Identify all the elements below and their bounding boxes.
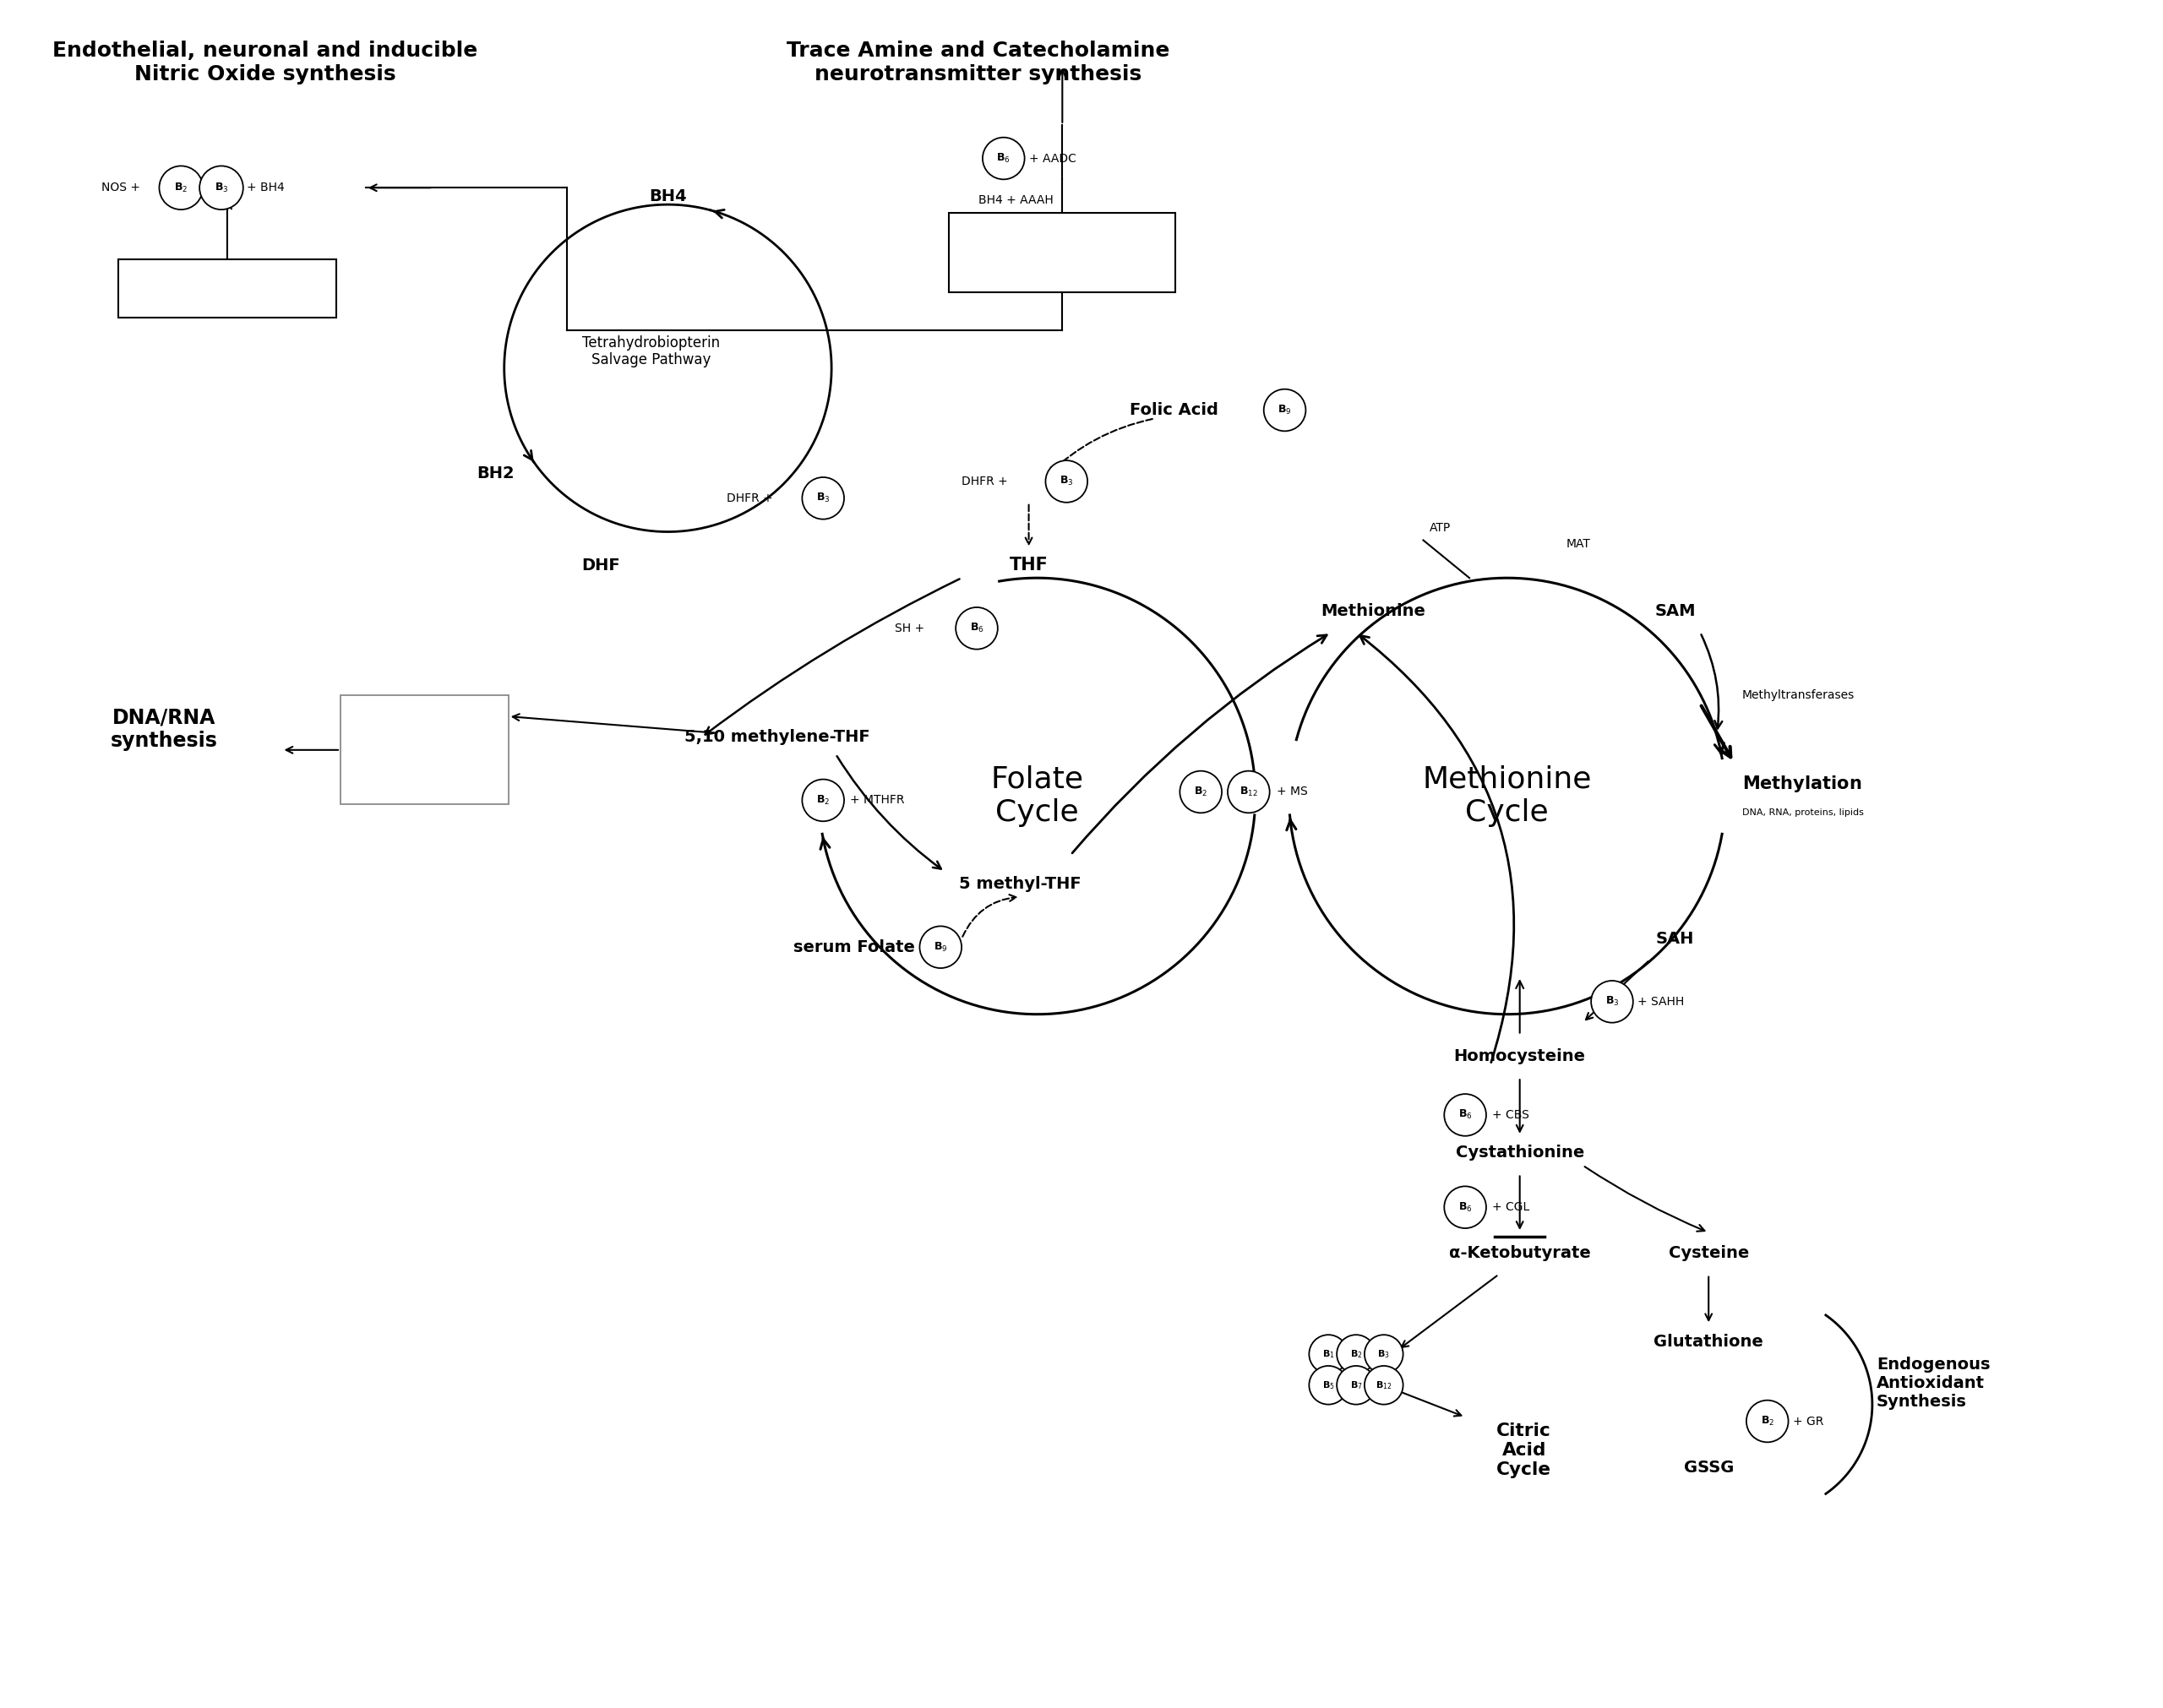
Text: NOS +: NOS + — [102, 181, 141, 193]
Circle shape — [802, 779, 844, 822]
Text: B$_6$: B$_6$ — [969, 622, 984, 635]
Circle shape — [1263, 389, 1306, 430]
Text: Homocysteine: Homocysteine — [1454, 1049, 1585, 1064]
Text: B$_2$: B$_2$ — [1350, 1348, 1363, 1360]
Circle shape — [802, 477, 844, 519]
Text: B$_7$: B$_7$ — [1350, 1380, 1363, 1390]
Text: tryptophan + L-DOPA: tryptophan + L-DOPA — [1012, 275, 1112, 282]
Circle shape — [1746, 1401, 1789, 1442]
Text: Methionine: Methionine — [1322, 603, 1425, 620]
Circle shape — [919, 926, 963, 968]
Text: + SAHH: + SAHH — [1637, 996, 1685, 1008]
Text: B$_5$: B$_5$ — [1322, 1380, 1335, 1390]
Text: MAT: MAT — [1566, 538, 1590, 550]
Text: Tetrahydrobiopterin
Salvage Pathway: Tetrahydrobiopterin Salvage Pathway — [582, 335, 720, 367]
Text: GSSG: GSSG — [1683, 1459, 1735, 1476]
FancyBboxPatch shape — [119, 260, 335, 318]
Text: dTMP: dTMP — [396, 711, 424, 722]
Text: B$_3$: B$_3$ — [1378, 1348, 1391, 1360]
Text: + CBS: + CBS — [1492, 1108, 1529, 1120]
Text: SAH: SAH — [1657, 931, 1694, 946]
Text: Amino Acids: Amino Acids — [1006, 225, 1118, 243]
Text: B$_6$: B$_6$ — [1458, 1108, 1473, 1122]
Text: DHF: DHF — [582, 557, 621, 574]
Text: THF: THF — [1010, 557, 1049, 574]
Text: B$_{12}$: B$_{12}$ — [1239, 786, 1259, 798]
Text: Endogenous
Antioxidant
Synthesis: Endogenous Antioxidant Synthesis — [1877, 1356, 1990, 1411]
Text: + AADC: + AADC — [1030, 152, 1075, 164]
Text: serum Folate: serum Folate — [794, 939, 915, 955]
Text: + MTHFR: + MTHFR — [850, 794, 904, 806]
Text: B$_3$: B$_3$ — [1060, 475, 1073, 488]
Text: α-Ketobutyrate: α-Ketobutyrate — [1449, 1245, 1590, 1262]
Text: B$_6$: B$_6$ — [1458, 1201, 1473, 1214]
Text: + CGL: + CGL — [1492, 1201, 1529, 1213]
Text: B$_3$: B$_3$ — [214, 181, 229, 195]
Circle shape — [1309, 1336, 1348, 1373]
Text: ATP: ATP — [1430, 521, 1451, 533]
Text: DHFR +: DHFR + — [727, 492, 772, 504]
Text: B$_{12}$: B$_{12}$ — [1376, 1380, 1393, 1390]
Text: DNA, RNA, proteins, lipids: DNA, RNA, proteins, lipids — [1741, 808, 1865, 816]
Text: B$_9$: B$_9$ — [934, 941, 947, 953]
Text: B$_2$: B$_2$ — [815, 794, 831, 806]
Circle shape — [199, 166, 242, 210]
Text: B$_2$: B$_2$ — [175, 181, 188, 195]
Text: phenylalanine, tyrosine,: phenylalanine, tyrosine, — [1006, 254, 1118, 263]
Text: Cystathionine: Cystathionine — [1456, 1144, 1583, 1161]
Text: SAM: SAM — [1655, 603, 1696, 620]
Text: Endothelial, neuronal and inducible
Nitric Oxide synthesis: Endothelial, neuronal and inducible Nitr… — [52, 41, 478, 85]
Circle shape — [160, 166, 203, 210]
Circle shape — [1045, 461, 1088, 502]
Circle shape — [1309, 1366, 1348, 1404]
Text: L-Arginine: L-Arginine — [180, 280, 275, 297]
Circle shape — [956, 608, 997, 649]
Text: + MS: + MS — [1276, 786, 1306, 798]
Circle shape — [1365, 1336, 1404, 1373]
FancyBboxPatch shape — [340, 695, 508, 804]
Circle shape — [982, 137, 1025, 179]
Text: + GR: + GR — [1793, 1416, 1823, 1428]
Text: B$_9$: B$_9$ — [1278, 403, 1291, 417]
Text: Trace Amine and Catecholamine
neurotransmitter synthesis: Trace Amine and Catecholamine neurotrans… — [787, 41, 1170, 85]
Text: B$_1$: B$_1$ — [1322, 1348, 1335, 1360]
Text: Citric
Acid
Cycle: Citric Acid Cycle — [1497, 1423, 1551, 1479]
Text: B$_3$: B$_3$ — [1605, 996, 1620, 1008]
Text: Methionine
Cycle: Methionine Cycle — [1423, 765, 1592, 827]
Circle shape — [1365, 1366, 1404, 1404]
Text: B$_3$: B$_3$ — [815, 492, 831, 504]
Text: $\bf{Methylation}$: $\bf{Methylation}$ — [1741, 774, 1862, 794]
Text: TS: TS — [396, 745, 409, 755]
Text: Folic Acid: Folic Acid — [1129, 401, 1218, 418]
Circle shape — [1337, 1336, 1376, 1373]
Text: 5,10 methylene-THF: 5,10 methylene-THF — [684, 729, 870, 745]
Text: BH4 + AAAH: BH4 + AAAH — [978, 195, 1053, 207]
Text: 5 methyl-THF: 5 methyl-THF — [958, 876, 1082, 892]
Circle shape — [1445, 1187, 1486, 1228]
Text: Folate
Cycle: Folate Cycle — [991, 765, 1084, 827]
Text: + BH4: + BH4 — [247, 181, 283, 193]
Text: Cysteine: Cysteine — [1668, 1245, 1750, 1262]
Circle shape — [1337, 1366, 1376, 1404]
FancyBboxPatch shape — [950, 214, 1177, 292]
Text: DHFR +: DHFR + — [963, 475, 1008, 487]
Text: B$_2$: B$_2$ — [1761, 1414, 1774, 1428]
Circle shape — [1179, 770, 1222, 813]
Text: Glutathione: Glutathione — [1655, 1334, 1763, 1349]
Text: dUMP: dUMP — [396, 779, 424, 789]
Circle shape — [1445, 1095, 1486, 1136]
Text: Methyltransferases: Methyltransferases — [1741, 690, 1854, 702]
Text: B$_2$: B$_2$ — [1194, 786, 1207, 798]
Circle shape — [1229, 770, 1270, 813]
Text: SH +: SH + — [895, 622, 924, 634]
Text: B$_6$: B$_6$ — [997, 152, 1010, 164]
Circle shape — [1592, 980, 1633, 1023]
Text: BH2: BH2 — [478, 465, 515, 482]
Text: BH4: BH4 — [649, 188, 686, 205]
Text: DNA/RNA
synthesis: DNA/RNA synthesis — [110, 707, 218, 752]
